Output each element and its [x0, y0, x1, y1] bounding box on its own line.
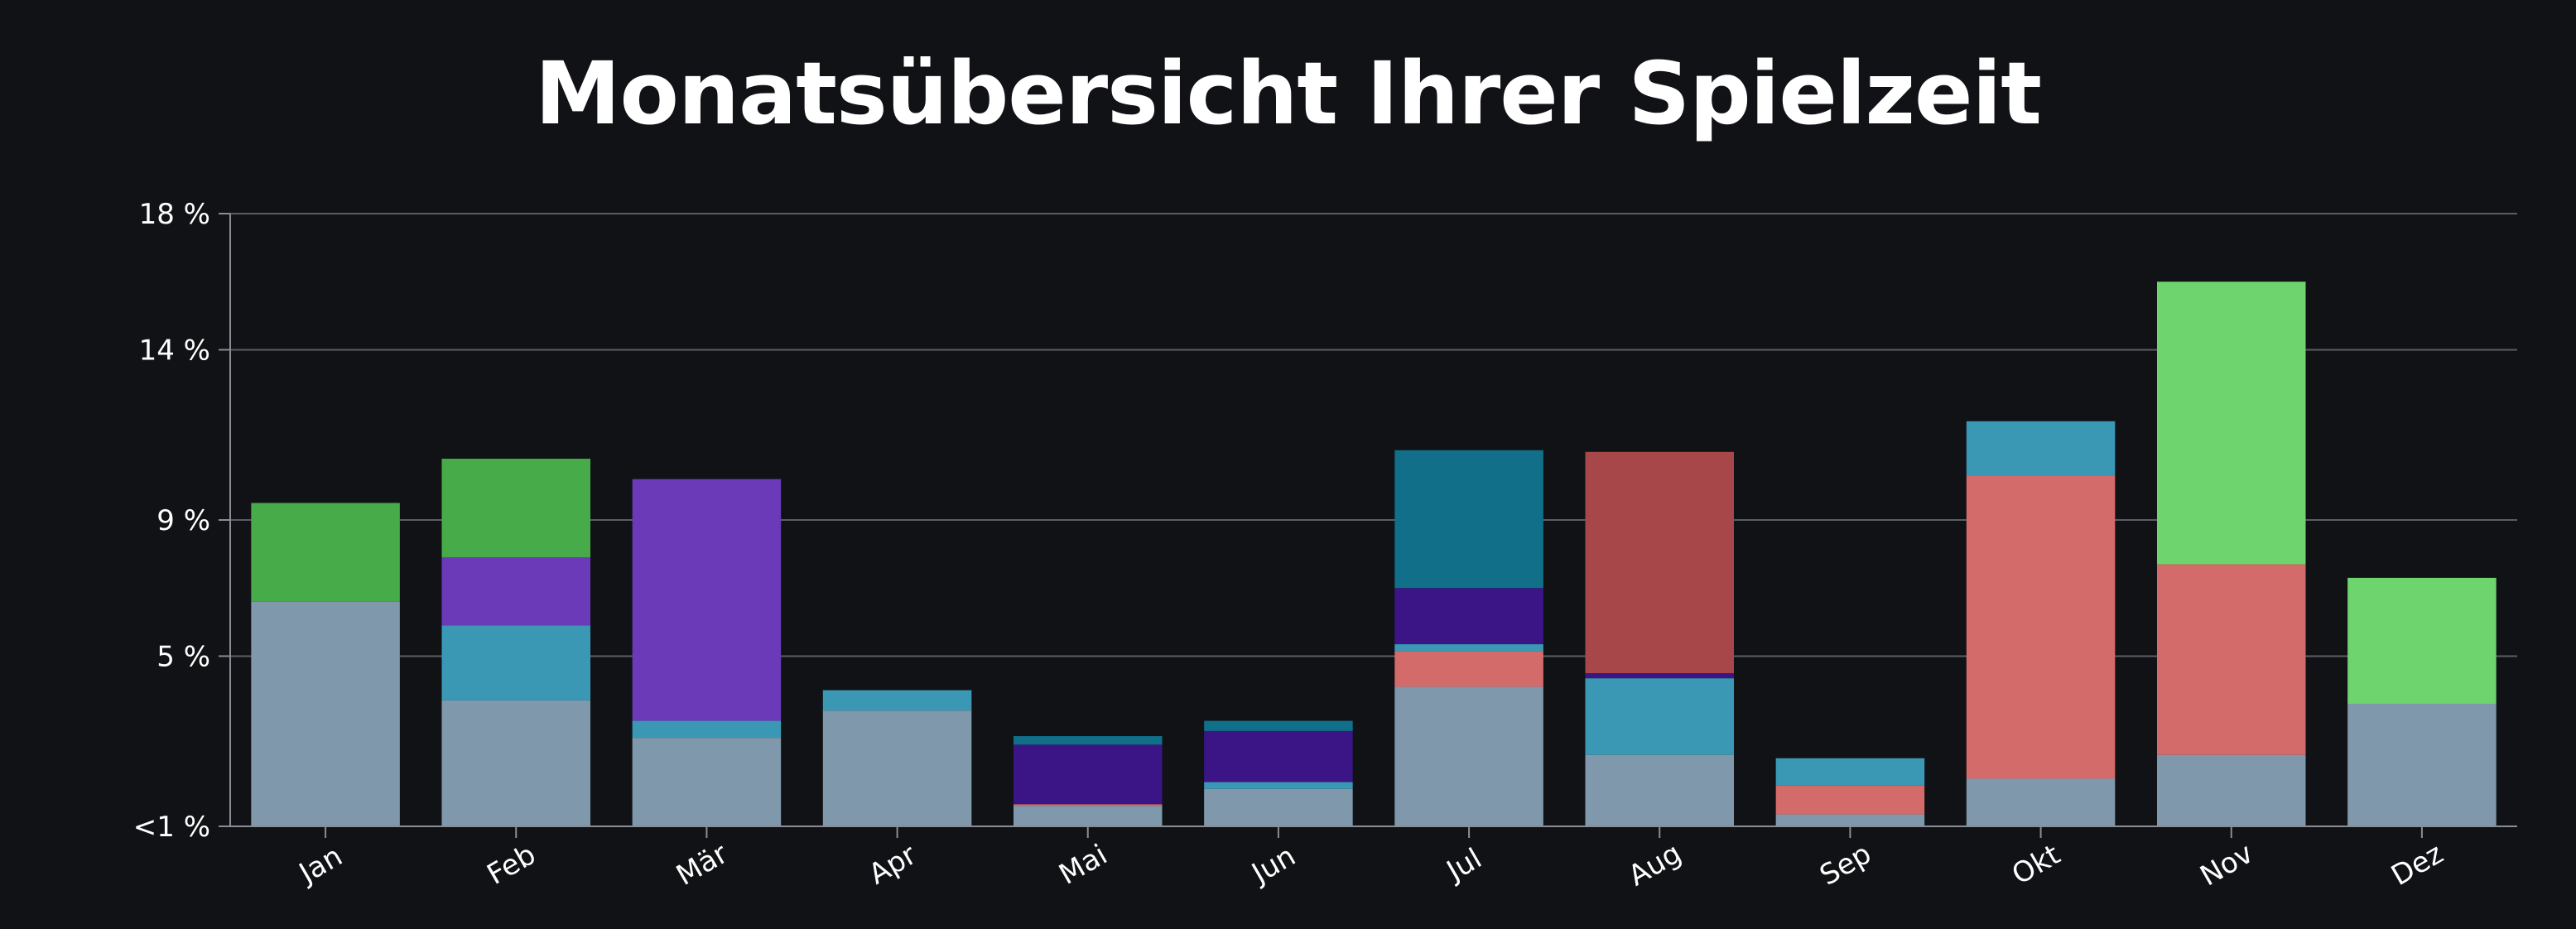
bar-segment: [441, 557, 591, 626]
bar-segment: [1394, 686, 1543, 826]
x-tick-label: Sep: [1814, 837, 1877, 893]
bar-segment: [1204, 782, 1353, 789]
bar-segment: [1394, 588, 1543, 645]
bar-segment: [441, 625, 591, 700]
bar-segment: [1204, 788, 1353, 826]
bar-segment: [251, 601, 400, 826]
bar-segment: [1585, 678, 1735, 755]
x-tick-label: Aug: [1623, 837, 1687, 893]
bar-segment: [1966, 778, 2116, 826]
x-tick-label: Mär: [671, 837, 734, 893]
bar-segment: [1394, 644, 1543, 652]
bar-segment: [822, 690, 972, 711]
x-tick-label: Mai: [1053, 838, 1113, 891]
bar-segment: [2156, 754, 2306, 826]
bar-segment: [1775, 785, 1925, 815]
bar-segment: [1013, 804, 1163, 806]
bar-segment: [2347, 577, 2497, 704]
x-tick-label: Okt: [2006, 838, 2066, 892]
bar-segment: [1204, 730, 1353, 782]
x-tick-label: Nov: [2195, 837, 2259, 893]
bar-segment: [1775, 814, 1925, 826]
y-tick-label: 14 %: [139, 334, 210, 367]
axis-layer: [219, 213, 2517, 838]
bar-segment: [1013, 736, 1163, 745]
bar-segment: [1013, 806, 1163, 826]
bar-segment: [2347, 704, 2497, 826]
bars-layer: [251, 282, 2497, 826]
bar-segment: [822, 710, 972, 826]
chart-title: Monatsübersicht Ihrer Spielzeit: [535, 43, 2042, 144]
x-tick-label: Jun: [1245, 840, 1302, 891]
bar-segment: [251, 503, 400, 602]
y-tick-label: 5 %: [156, 640, 210, 673]
bar-segment: [1775, 758, 1925, 786]
bar-segment: [2156, 564, 2306, 755]
bar-segment: [1585, 451, 1735, 673]
y-tick-label: 9 %: [156, 504, 210, 537]
x-tick-label: Jul: [1440, 842, 1487, 888]
bar-segment: [1204, 720, 1353, 731]
bar-segment: [1966, 475, 2116, 779]
bar-segment: [632, 720, 782, 739]
grid-layer: [230, 213, 2517, 657]
x-tick-label: Jan: [292, 840, 348, 891]
bar-segment: [1966, 421, 2116, 476]
y-tick-label: 18 %: [139, 198, 210, 231]
bar-segment: [1585, 754, 1735, 826]
bar-segment: [632, 479, 782, 721]
bar-segment: [2156, 282, 2306, 565]
x-tick-label: Apr: [864, 838, 922, 891]
bar-segment: [1394, 450, 1543, 589]
bar-segment: [1013, 744, 1163, 805]
bar-segment: [441, 700, 591, 826]
x-tick-label: Feb: [482, 838, 542, 892]
bar-segment: [1394, 651, 1543, 687]
bar-segment: [632, 738, 782, 826]
y-tick-label: <1 %: [133, 811, 210, 844]
bar-segment: [1585, 673, 1735, 679]
x-tick-label: Dez: [2386, 837, 2448, 893]
bar-segment: [441, 459, 591, 558]
